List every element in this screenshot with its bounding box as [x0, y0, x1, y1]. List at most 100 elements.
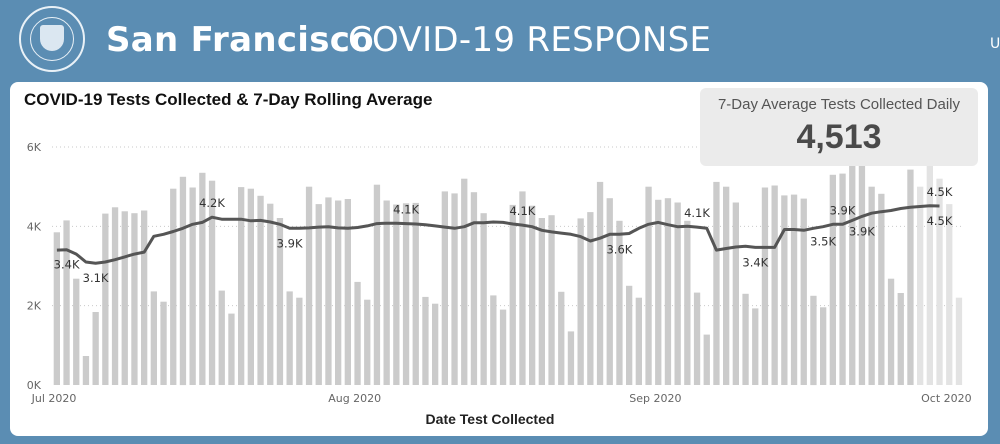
bar	[373, 184, 381, 385]
bar	[858, 159, 866, 385]
bar	[218, 290, 225, 385]
bar	[790, 194, 798, 385]
bar	[276, 218, 284, 385]
y-tick-label: 6K	[27, 141, 42, 154]
bar	[179, 176, 187, 386]
bar	[732, 202, 739, 385]
bar	[509, 204, 516, 385]
bar	[626, 285, 633, 385]
bar	[781, 195, 788, 385]
bar	[354, 281, 361, 385]
data-label: 3.9K	[830, 203, 856, 217]
bar	[228, 313, 235, 385]
bar	[538, 218, 545, 385]
data-label: 3.6K	[606, 242, 632, 256]
bar	[887, 278, 895, 385]
bar	[141, 210, 148, 385]
dashboard-subtitle: COVID-19 RESPONSE	[348, 20, 712, 60]
bar	[635, 297, 642, 385]
bar	[344, 199, 351, 385]
bar	[393, 204, 400, 385]
data-label: 4.5K	[927, 185, 953, 199]
bar	[742, 293, 749, 385]
bar	[247, 188, 254, 385]
bar	[451, 193, 458, 385]
bar	[111, 207, 119, 385]
bar	[383, 200, 390, 385]
bar	[480, 213, 487, 385]
data-label: 3.9K	[277, 236, 303, 250]
bar	[238, 187, 245, 385]
bar	[402, 203, 410, 385]
bar	[305, 186, 313, 385]
chart-card: 0K 2K 4K 6K 3.4K 3.1K 4.2K 3.9K 4.1K 4.1K 3.6K 4.1K…	[10, 82, 988, 436]
bar	[422, 296, 429, 385]
bar	[470, 192, 478, 385]
data-label: 4.1K	[509, 204, 535, 218]
bar	[849, 163, 856, 385]
kpi-card[interactable]: 7-Day Average Tests Collected Daily 4,51…	[700, 88, 978, 166]
bar	[286, 291, 293, 385]
x-tick-label: Sep 2020	[629, 392, 681, 405]
data-label: 3.5K	[810, 235, 836, 249]
bar	[655, 199, 662, 385]
bar	[926, 164, 933, 385]
data-label: 3.4K	[54, 258, 80, 272]
bar	[82, 356, 90, 385]
bar	[878, 193, 885, 385]
bar	[548, 215, 555, 385]
bar	[693, 292, 701, 385]
bar	[490, 295, 497, 385]
bar	[703, 334, 710, 385]
bar	[432, 303, 439, 385]
kpi-label: 7-Day Average Tests Collected Daily	[717, 96, 961, 113]
bar	[771, 185, 778, 385]
y-tick-label: 0K	[27, 379, 42, 392]
bar	[752, 308, 759, 385]
bar	[955, 297, 963, 385]
bar	[800, 198, 807, 385]
bar	[839, 173, 846, 385]
bar	[296, 297, 303, 385]
x-axis-title: Date Test Collected	[426, 411, 555, 427]
data-label: 4.2K	[199, 196, 225, 210]
bar	[713, 181, 720, 385]
bar	[529, 205, 536, 385]
bar	[170, 188, 177, 385]
bar	[121, 211, 128, 385]
bar	[315, 204, 322, 385]
chart-title: COVID-19 Tests Collected & 7-Day Rolling…	[24, 90, 433, 109]
bar	[761, 187, 769, 385]
bar	[606, 198, 613, 385]
bar	[587, 212, 594, 385]
bar	[868, 186, 875, 385]
bar	[946, 204, 953, 385]
y-tick-label: 2K	[27, 300, 42, 313]
data-label: 3.4K	[742, 255, 768, 269]
bar	[208, 180, 216, 385]
city-seal-icon	[19, 6, 85, 72]
bar	[325, 197, 332, 385]
bar	[364, 299, 371, 385]
rolling-average-line	[56, 204, 940, 265]
bar	[92, 312, 99, 385]
bar	[810, 295, 817, 386]
bar	[519, 191, 526, 385]
bar	[53, 232, 60, 385]
bar	[616, 220, 623, 385]
bar	[131, 213, 138, 385]
bar	[645, 186, 652, 385]
bar	[189, 187, 196, 385]
bar	[917, 186, 924, 385]
bar	[461, 178, 468, 385]
bar	[936, 178, 943, 385]
bar	[102, 213, 109, 385]
bar	[73, 278, 80, 385]
bar	[596, 181, 604, 385]
kpi-value: 4,513	[796, 118, 882, 156]
bar	[441, 191, 448, 385]
bar	[723, 186, 730, 385]
dashboard-header: San Francisco COVID-19 RESPONSE U	[0, 0, 1000, 82]
bar	[674, 202, 681, 385]
